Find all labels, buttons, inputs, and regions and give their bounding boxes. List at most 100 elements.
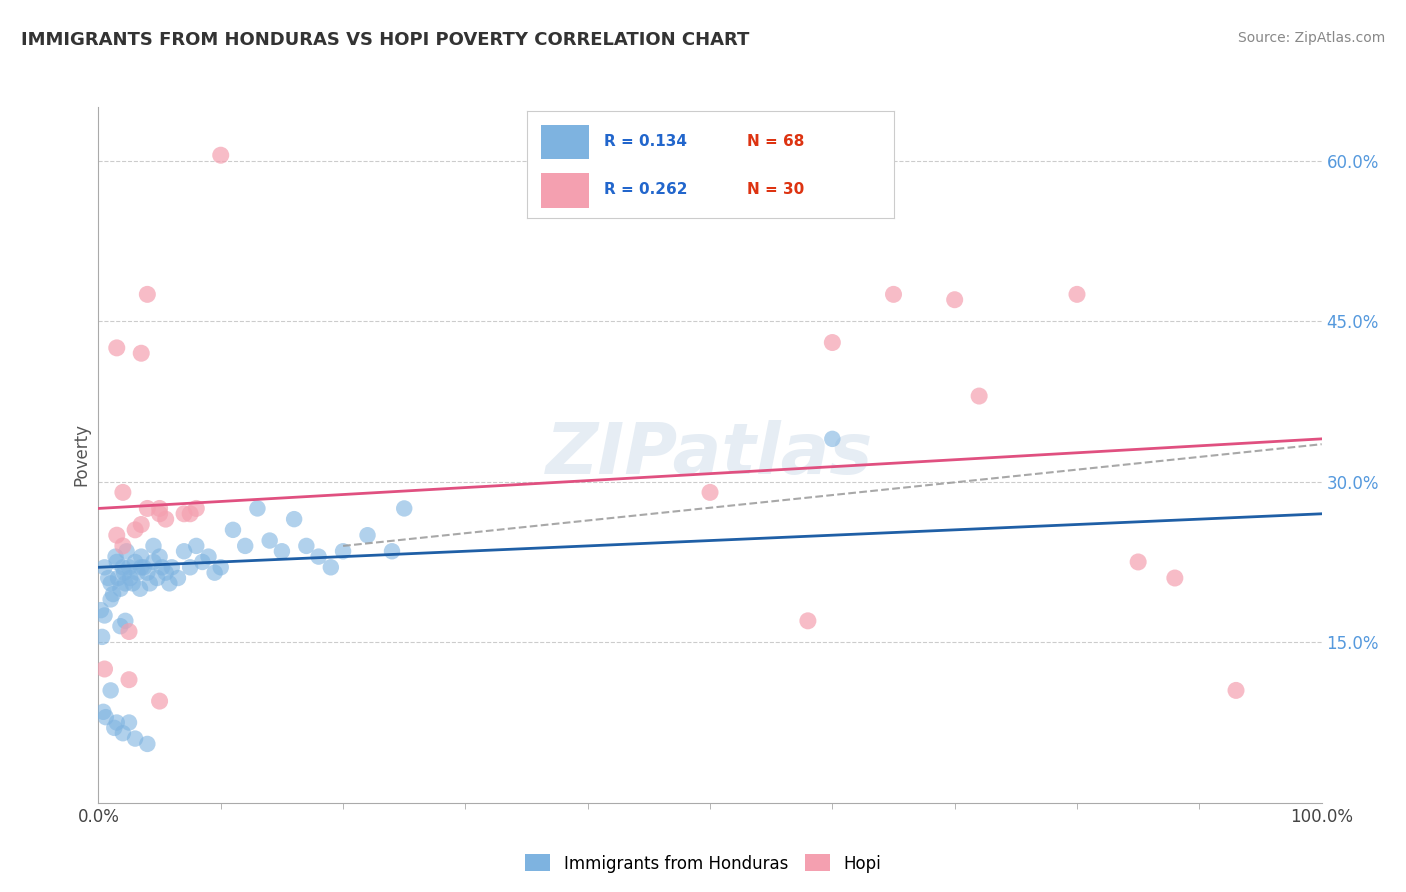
Point bbox=[136, 566, 159, 580]
Point bbox=[110, 582, 132, 596]
Point bbox=[295, 539, 318, 553]
Point bbox=[191, 555, 214, 569]
Point bbox=[124, 523, 146, 537]
Point bbox=[118, 560, 141, 574]
Point bbox=[179, 507, 201, 521]
Point bbox=[186, 501, 208, 516]
Point bbox=[91, 705, 114, 719]
Point bbox=[105, 715, 128, 730]
Point bbox=[1128, 555, 1150, 569]
Point bbox=[392, 501, 416, 516]
Point bbox=[105, 555, 128, 569]
Point bbox=[103, 721, 125, 735]
Legend: Immigrants from Honduras, Hopi: Immigrants from Honduras, Hopi bbox=[519, 847, 887, 880]
Point bbox=[111, 539, 134, 553]
Point bbox=[127, 566, 149, 580]
Point bbox=[197, 549, 219, 564]
Point bbox=[100, 576, 122, 591]
Point bbox=[142, 539, 165, 553]
Point bbox=[94, 710, 117, 724]
Point bbox=[129, 346, 152, 360]
Point bbox=[93, 560, 115, 574]
Point bbox=[124, 555, 146, 569]
Point bbox=[1066, 287, 1088, 301]
Point bbox=[93, 608, 115, 623]
Point bbox=[136, 737, 159, 751]
Point bbox=[233, 539, 256, 553]
Point bbox=[270, 544, 294, 558]
Point bbox=[105, 341, 128, 355]
Point bbox=[1225, 683, 1247, 698]
Point bbox=[132, 560, 155, 574]
Point bbox=[136, 287, 159, 301]
Point bbox=[883, 287, 905, 301]
Point bbox=[90, 603, 112, 617]
Text: IMMIGRANTS FROM HONDURAS VS HOPI POVERTY CORRELATION CHART: IMMIGRANTS FROM HONDURAS VS HOPI POVERTY… bbox=[21, 31, 749, 49]
Point bbox=[259, 533, 281, 548]
Point bbox=[209, 560, 232, 574]
Point bbox=[157, 576, 180, 591]
Point bbox=[112, 566, 135, 580]
Point bbox=[1164, 571, 1187, 585]
Point bbox=[943, 293, 966, 307]
Point bbox=[155, 512, 177, 526]
Point bbox=[167, 571, 190, 585]
Point bbox=[118, 673, 141, 687]
Point bbox=[101, 587, 124, 601]
Point bbox=[118, 624, 141, 639]
Point bbox=[821, 432, 844, 446]
Point bbox=[149, 507, 172, 521]
Point bbox=[699, 485, 721, 500]
Point bbox=[100, 683, 122, 698]
Point bbox=[308, 549, 330, 564]
Point bbox=[100, 592, 122, 607]
Point bbox=[129, 560, 152, 574]
Point bbox=[111, 560, 134, 574]
Point bbox=[111, 726, 134, 740]
Y-axis label: Poverty: Poverty bbox=[72, 424, 90, 486]
Point bbox=[129, 582, 152, 596]
Point bbox=[129, 517, 152, 532]
Point bbox=[222, 523, 245, 537]
Point bbox=[204, 566, 226, 580]
Point bbox=[149, 694, 172, 708]
Point bbox=[155, 566, 177, 580]
Point bbox=[139, 576, 162, 591]
Point bbox=[149, 501, 172, 516]
Point bbox=[107, 571, 129, 585]
Point bbox=[111, 485, 134, 500]
Point bbox=[124, 731, 146, 746]
Point bbox=[104, 549, 127, 564]
Point bbox=[319, 560, 342, 574]
Text: Source: ZipAtlas.com: Source: ZipAtlas.com bbox=[1237, 31, 1385, 45]
Point bbox=[121, 576, 143, 591]
Point bbox=[356, 528, 378, 542]
Point bbox=[967, 389, 990, 403]
Point bbox=[209, 148, 232, 162]
Point bbox=[120, 571, 142, 585]
Point bbox=[129, 549, 152, 564]
Point bbox=[381, 544, 404, 558]
Point bbox=[149, 549, 172, 564]
Point bbox=[93, 662, 115, 676]
Point bbox=[821, 335, 844, 350]
Point bbox=[173, 544, 195, 558]
Point bbox=[173, 507, 195, 521]
Point bbox=[114, 576, 136, 591]
Point bbox=[332, 544, 354, 558]
Point bbox=[142, 555, 165, 569]
Point bbox=[186, 539, 208, 553]
Point bbox=[179, 560, 201, 574]
Point bbox=[91, 630, 114, 644]
Point bbox=[160, 560, 183, 574]
Point bbox=[105, 528, 128, 542]
Text: ZIPatlas: ZIPatlas bbox=[547, 420, 873, 490]
Point bbox=[797, 614, 820, 628]
Point bbox=[110, 619, 132, 633]
Point bbox=[136, 501, 159, 516]
Point bbox=[115, 544, 138, 558]
Point bbox=[114, 614, 136, 628]
Point bbox=[97, 571, 120, 585]
Point bbox=[283, 512, 305, 526]
Point bbox=[246, 501, 269, 516]
